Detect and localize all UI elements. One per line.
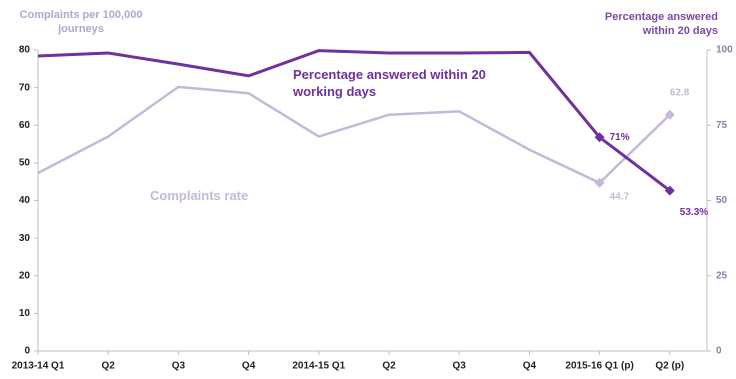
y-axis-title: Complaints per 100,000 journeys [19,9,143,35]
data-point [594,177,605,188]
data-label: 62.8 [670,87,690,98]
y2-tick-label: 0 [716,346,722,357]
y2-tick-label: 25 [716,270,728,281]
x-tick-label: 2014-15 Q1 [292,361,345,372]
data-point [664,185,675,196]
y-tick-label: 80 [19,45,31,56]
x-tick-label: 2015-16 Q1 (p) [565,361,633,372]
x-tick-label: Q2 [102,361,116,372]
series-label: Percentage answered within 20 working da… [293,67,486,99]
y-tick-label: 60 [19,120,31,131]
y-tick-label: 70 [19,82,31,93]
y2-tick-label: 75 [716,120,728,131]
x-tick-label: Q3 [453,361,467,372]
y-tick-label: 0 [24,346,30,357]
y2-tick-label: 100 [716,45,733,56]
series-line [37,49,671,192]
y-tick-label: 30 [19,233,31,244]
x-tick-label: Q2 [382,361,396,372]
data-label: 44.7 [610,191,630,202]
series-line [37,85,671,185]
x-tick-label: Q4 [523,361,537,372]
y-tick-label: 40 [19,195,31,206]
data-label: 71% [610,132,630,143]
y-tick-label: 10 [19,308,31,319]
x-tick-label: Q3 [172,361,186,372]
x-tick-label: Q4 [242,361,256,372]
data-point [664,109,675,120]
x-tick-label: 2013-14 Q1 [12,361,65,372]
y2-tick-label: 50 [716,195,728,206]
data-label: 53.3% [680,207,708,218]
y-tick-label: 50 [19,158,31,169]
y-tick-label: 20 [19,270,31,281]
data-point [594,132,605,143]
y2-axis-title: Percentage answered within 20 days [604,11,718,37]
x-tick-label: Q2 (p) [655,361,684,372]
series-label: Complaints rate [150,188,249,203]
